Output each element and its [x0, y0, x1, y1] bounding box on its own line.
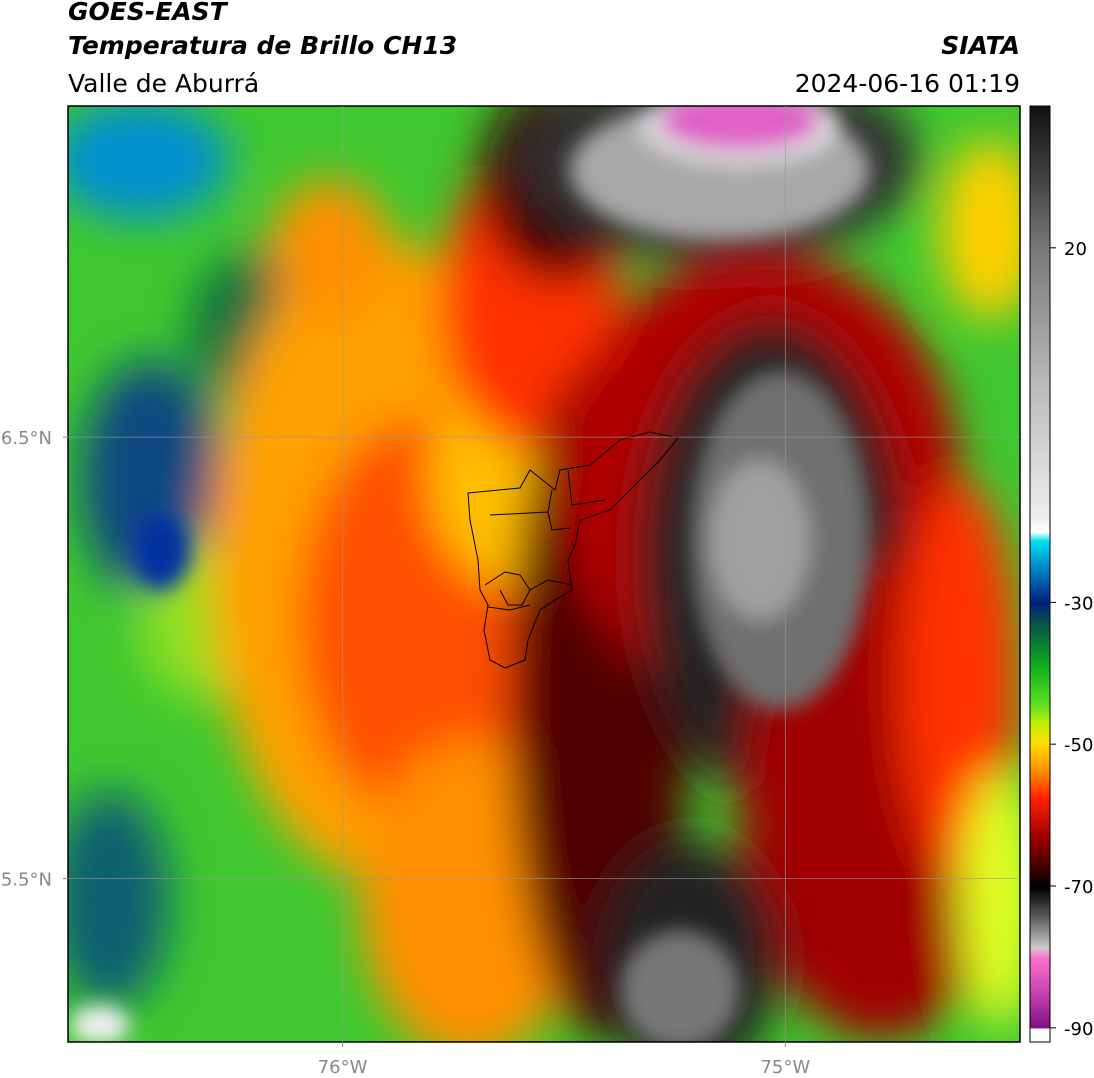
subtitle: Temperatura de Brillo CH13	[68, 31, 457, 60]
colorbar-tick-label: 20	[1064, 239, 1087, 260]
colorbar-tick-label: -50	[1064, 735, 1093, 756]
x-tick-label: 76°W	[318, 1057, 368, 1078]
satellite-image	[68, 106, 1020, 1042]
region: Valle de Aburrá	[68, 69, 259, 98]
y-tick-label: 5.5°N	[1, 870, 52, 891]
agency: SIATA	[941, 31, 1020, 60]
y-tick-label: 6.5°N	[1, 428, 52, 449]
x-tick-label: 75°W	[760, 1057, 810, 1078]
map-frame	[67, 105, 1021, 1043]
title: GOES-EAST	[68, 0, 229, 26]
colorbar-tick-label: -30	[1064, 593, 1093, 614]
municipal-boundaries	[467, 431, 679, 669]
timestamp: 2024-06-16 01:19	[795, 69, 1020, 98]
colorbar-tick-label: -70	[1064, 877, 1093, 898]
colorbar-tick-label: -90	[1064, 1019, 1093, 1040]
colorbar	[1029, 105, 1051, 1043]
